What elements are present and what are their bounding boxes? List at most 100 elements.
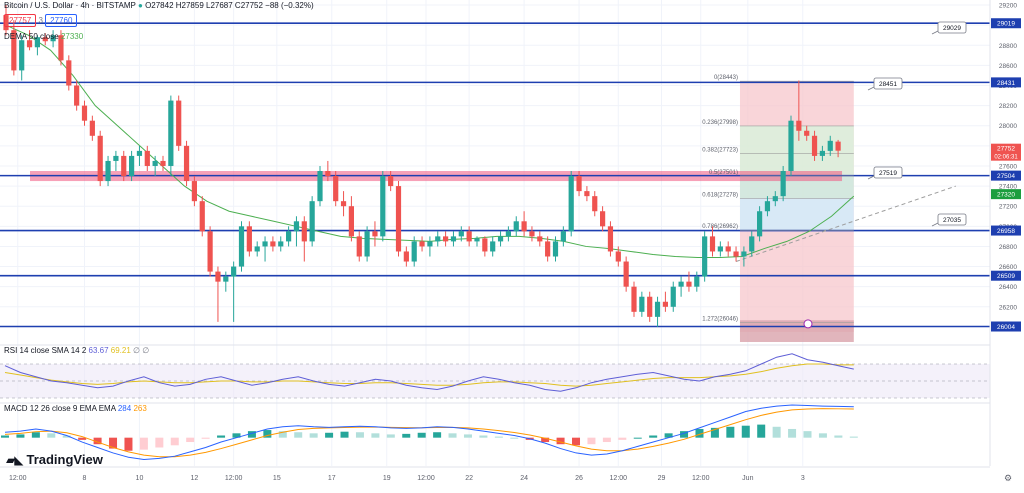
macd-histogram-bar (78, 437, 87, 440)
sell-button[interactable]: 27757 (4, 14, 37, 27)
last-price-tag (991, 143, 1021, 161)
fib-zone-bottom (739, 320, 854, 342)
time-tick-label: 12:00 (225, 475, 243, 482)
candle-body (435, 236, 441, 242)
time-tick-label: 12:00 (9, 475, 27, 482)
candle-body (270, 241, 276, 247)
level-price-tag-label: 26958 (997, 228, 1015, 235)
candle-body (152, 160, 158, 166)
rsi-legend: RSI 14 close SMA 14 2 63.67 69.21 ∅ ∅ (4, 346, 149, 355)
candle-body (231, 266, 237, 277)
macd-histogram-bar (510, 437, 519, 439)
macd-histogram-bar (155, 437, 164, 448)
candle-body (804, 130, 810, 136)
candle-body (395, 186, 402, 252)
candle-body (623, 261, 629, 287)
candle-body (545, 241, 551, 257)
rsi-label[interactable]: RSI 14 close SMA 14 2 (4, 346, 87, 355)
candle-body (741, 251, 747, 257)
rsi-value: 63.67 (88, 346, 109, 355)
candle-body (333, 176, 339, 202)
macd-histogram-bar (788, 428, 797, 438)
macd-histogram-bar (93, 437, 102, 445)
macd-histogram-bar (602, 437, 611, 443)
candle-body (709, 236, 716, 252)
price-tick-label: 26400 (999, 284, 1017, 291)
macd-histogram-bar (355, 432, 364, 438)
candle-body (129, 155, 135, 177)
candle-body (293, 221, 300, 232)
candle-body (317, 171, 323, 202)
macd-histogram-bar (201, 437, 210, 439)
candle-body (764, 201, 771, 212)
candle-body (443, 236, 449, 242)
dema-price-tag-label: 27320 (997, 192, 1015, 199)
buy-button[interactable]: 27760 (45, 14, 78, 27)
candle-body (450, 236, 457, 242)
dema-label[interactable]: DEMA 50 close (4, 32, 59, 41)
macd-histogram-bar (649, 435, 658, 438)
macd-histogram-bar (16, 434, 25, 438)
candle-body (529, 231, 535, 237)
rsi-line (4, 353, 854, 392)
candle-body (372, 231, 378, 237)
candle-body (97, 135, 103, 182)
candle-body (725, 246, 731, 252)
time-tick-label: 10 (136, 475, 144, 482)
price-tick-label: 28000 (999, 123, 1017, 130)
macd-histogram-bar (633, 437, 642, 439)
macd-histogram-bar (726, 426, 735, 438)
macd-histogram-bar (294, 432, 303, 438)
time-tick-label: 12:00 (692, 475, 710, 482)
callout-box (873, 77, 903, 90)
candle-body (246, 226, 252, 252)
candle-body (160, 160, 166, 166)
macd-histogram-bar (417, 432, 426, 438)
candle-body (835, 141, 841, 151)
candle-body (34, 37, 40, 48)
level-price-tag (991, 225, 1021, 236)
fib-label: 0.618(27278) (702, 192, 738, 198)
macd-histogram-bar (710, 427, 719, 438)
candle-body (403, 251, 409, 262)
candle-body (694, 276, 700, 287)
macd-histogram-bar (247, 431, 256, 438)
macd-histogram-bar (340, 431, 349, 438)
candle-body (733, 251, 739, 257)
symbol-title[interactable]: Bitcoin / U.S. Dollar · 4h · BITSTAMP (4, 1, 136, 10)
level-price-tag-label: 29019 (997, 21, 1015, 28)
symbol-legend: Bitcoin / U.S. Dollar · 4h · BITSTAMP ● … (4, 1, 314, 10)
fib-zone-green (739, 125, 854, 176)
macd-histogram-bar (680, 431, 689, 438)
candle-body (66, 60, 72, 86)
level-price-tag-label: 27504 (997, 173, 1015, 180)
candle-body (199, 201, 205, 232)
callout-label: 28451 (879, 81, 897, 88)
macd-histogram-bar (278, 431, 287, 438)
fib-label: 0.382(27723) (702, 148, 738, 154)
time-tick-label: 24 (520, 475, 528, 482)
spread-value: 3 (38, 16, 46, 25)
macd-histogram-bar (664, 433, 673, 438)
macd-histogram-bar (433, 432, 442, 438)
candle-body (254, 246, 260, 252)
fib-label: 0.236(27998) (702, 120, 738, 126)
candle-body (325, 171, 331, 177)
macd-line (4, 404, 854, 460)
tradingview-wordmark: TradingView (26, 452, 103, 467)
candle-body (482, 238, 488, 252)
candle-body (238, 226, 245, 267)
macd-histogram-bar (479, 435, 488, 438)
candle-body (121, 155, 127, 177)
candle-body (309, 201, 315, 242)
tradingview-logo[interactable]: ▰◣ TradingView (6, 452, 103, 467)
candle-body (388, 176, 394, 187)
candle-body (513, 221, 519, 232)
candle-body (584, 191, 590, 197)
macd-histogram-bar (587, 437, 596, 445)
macd-label[interactable]: MACD 12 26 close 9 EMA EMA (4, 404, 116, 413)
candle-body (207, 231, 213, 272)
time-tick-label: 12:00 (610, 475, 628, 482)
callout-label: 27035 (943, 217, 961, 224)
